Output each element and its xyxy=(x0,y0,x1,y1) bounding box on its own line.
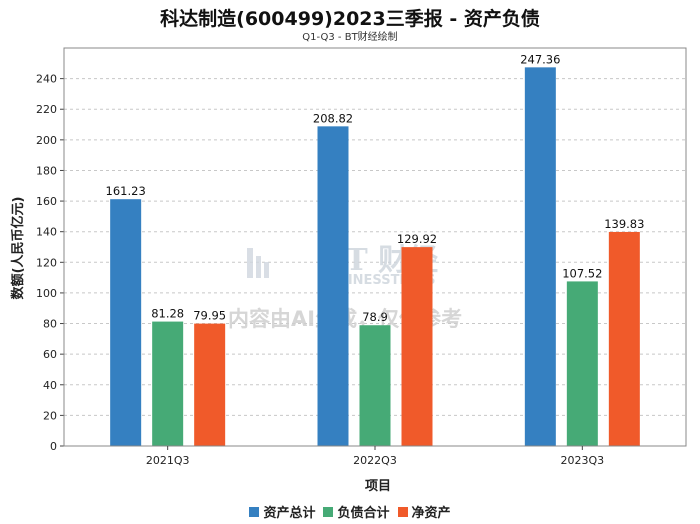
bar-value-label: 161.23 xyxy=(106,184,146,198)
x-axis-label: 项目 xyxy=(365,479,391,494)
y-tick-label: 180 xyxy=(36,164,57,177)
legend-label: 净资产 xyxy=(411,506,451,521)
chart-subtitle: Q1-Q3 - BT财经绘制 xyxy=(302,32,398,43)
bar-value-label: 79.95 xyxy=(193,309,226,323)
bar-value-label: 129.92 xyxy=(397,232,437,246)
legend: 资产总计 负债合计 净资产 xyxy=(0,502,700,521)
axes: 0 20 40 60 80 100 120 140 160 180 200 220 240 2021Q3 2… xyxy=(36,47,687,467)
bar-value-label: 78.9 xyxy=(362,310,388,324)
y-tick-label: 0 xyxy=(50,440,57,453)
bar xyxy=(317,126,349,446)
y-tick-label: 220 xyxy=(36,103,57,116)
bar-value-label: 81.28 xyxy=(151,307,184,321)
bar xyxy=(524,67,556,446)
y-tick-label: 60 xyxy=(43,348,57,361)
watermark-logo-icon xyxy=(264,262,269,278)
y-tick-label: 20 xyxy=(43,409,57,422)
bar xyxy=(359,325,391,446)
y-tick-label: 120 xyxy=(36,256,57,269)
x-tick-label: 2021Q3 xyxy=(146,454,190,467)
bar-value-label: 208.82 xyxy=(313,111,353,125)
x-tick-label: 2022Q3 xyxy=(353,454,397,467)
legend-item: 净资产 xyxy=(397,502,451,521)
watermark-logo-icon xyxy=(247,248,253,278)
y-tick-label: 200 xyxy=(36,134,57,147)
bar-value-label: 107.52 xyxy=(562,266,602,280)
y-tick-label: 40 xyxy=(43,379,57,392)
y-tick-label: 100 xyxy=(36,287,57,300)
bar-chart: BT 财经 BUSINESSTIMES 内容由AI生成，仅供参考 161.238… xyxy=(10,47,687,494)
y-tick-label: 80 xyxy=(43,318,57,331)
legend-item: 负债合计 xyxy=(323,502,390,521)
bar xyxy=(401,247,433,446)
y-tick-label: 140 xyxy=(36,226,57,239)
legend-label: 负债合计 xyxy=(337,506,390,521)
bar xyxy=(110,199,142,446)
legend-item: 资产总计 xyxy=(249,502,315,521)
bars: 161.23 81.28 79.95 208.82 78.9 129.92 247.36 10… xyxy=(106,52,644,446)
bar xyxy=(566,281,598,446)
chart-title: 科达制造(600499)2023三季报 - 资产负债 xyxy=(160,8,540,30)
y-tick-label: 240 xyxy=(36,73,57,86)
legend-swatch xyxy=(397,506,408,517)
y-tick-label: 160 xyxy=(36,195,57,208)
bar xyxy=(194,323,226,446)
bar-value-label: 247.36 xyxy=(520,52,560,66)
x-tick-label: 2023Q3 xyxy=(561,454,605,467)
bar-value-label: 139.83 xyxy=(604,217,644,231)
legend-swatch xyxy=(323,506,334,517)
y-axis-label: 数额(人民币亿元) xyxy=(10,197,26,300)
legend-swatch xyxy=(249,506,260,517)
bar xyxy=(152,321,184,446)
legend-label: 资产总计 xyxy=(263,506,316,521)
watermark-logo-icon xyxy=(256,256,261,278)
bar xyxy=(608,231,640,446)
